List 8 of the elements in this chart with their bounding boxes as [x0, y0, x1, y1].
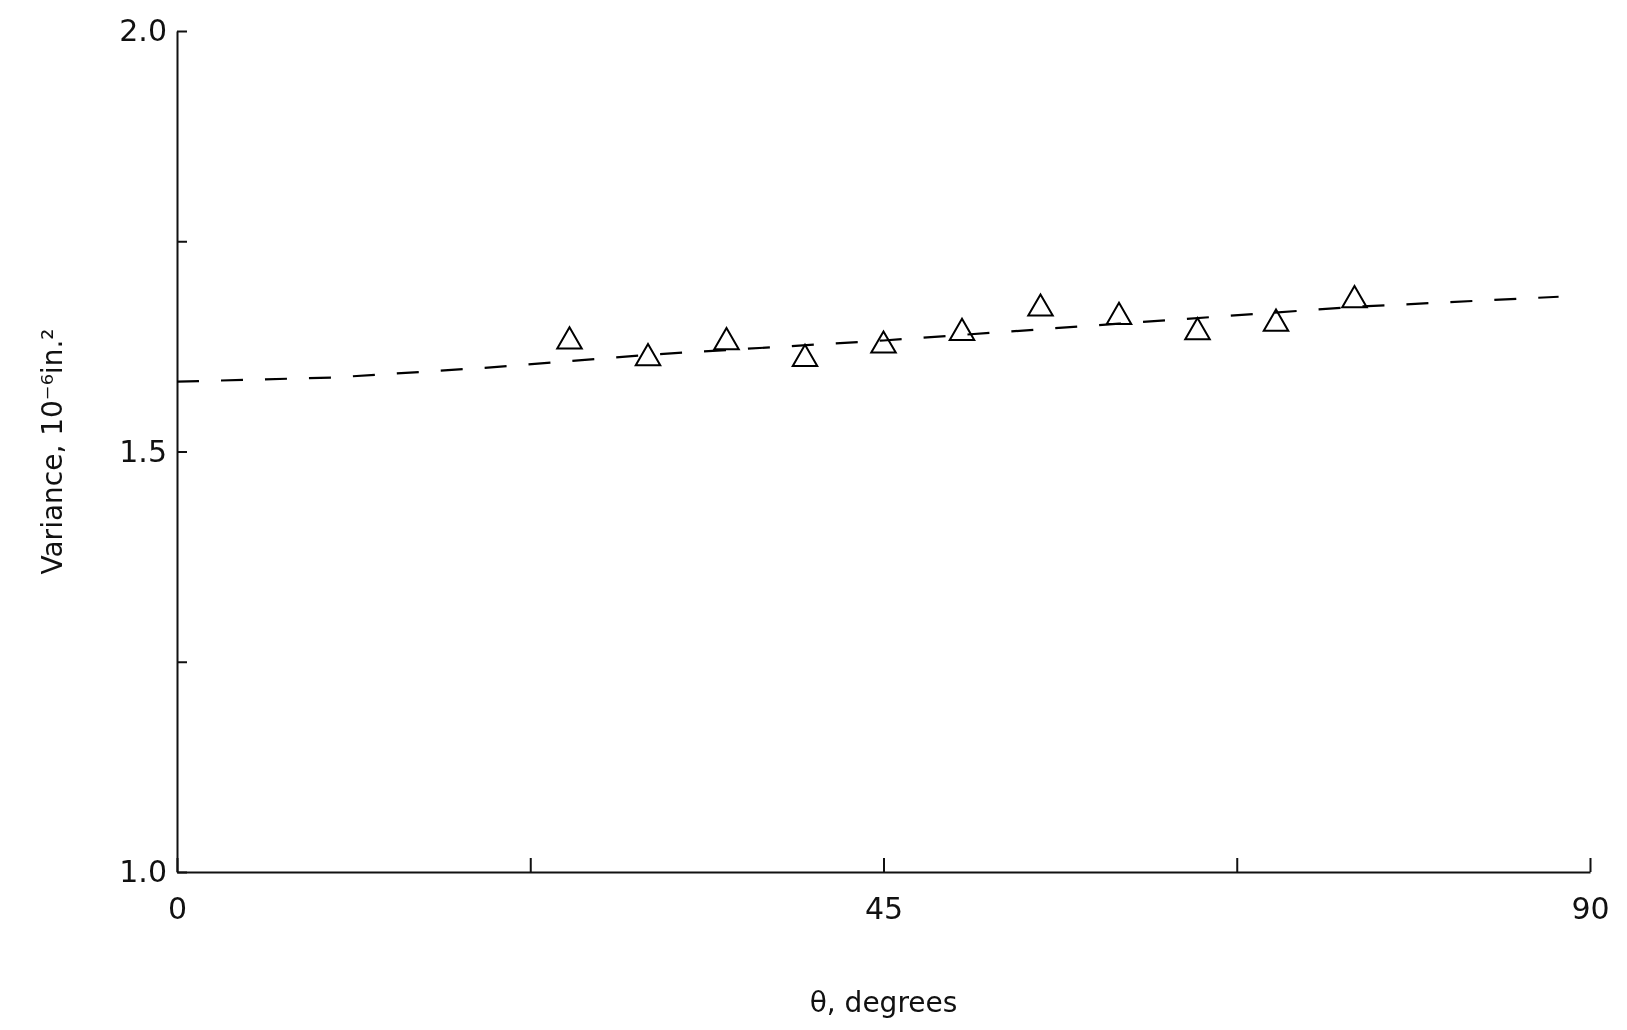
x-tick-label: 0 [167, 891, 188, 927]
x-tick-label: 45 [864, 891, 904, 927]
x-axis-title: θ, degrees [809, 986, 958, 1019]
y-tick-label: 1.5 [119, 433, 167, 469]
y-tick-label: 2.0 [119, 13, 167, 49]
x-tick-label: 90 [1571, 891, 1610, 927]
y-tick-label: 1.0 [119, 854, 167, 890]
y-axis-title: Variance, 10⁻⁶in.² [36, 328, 69, 575]
